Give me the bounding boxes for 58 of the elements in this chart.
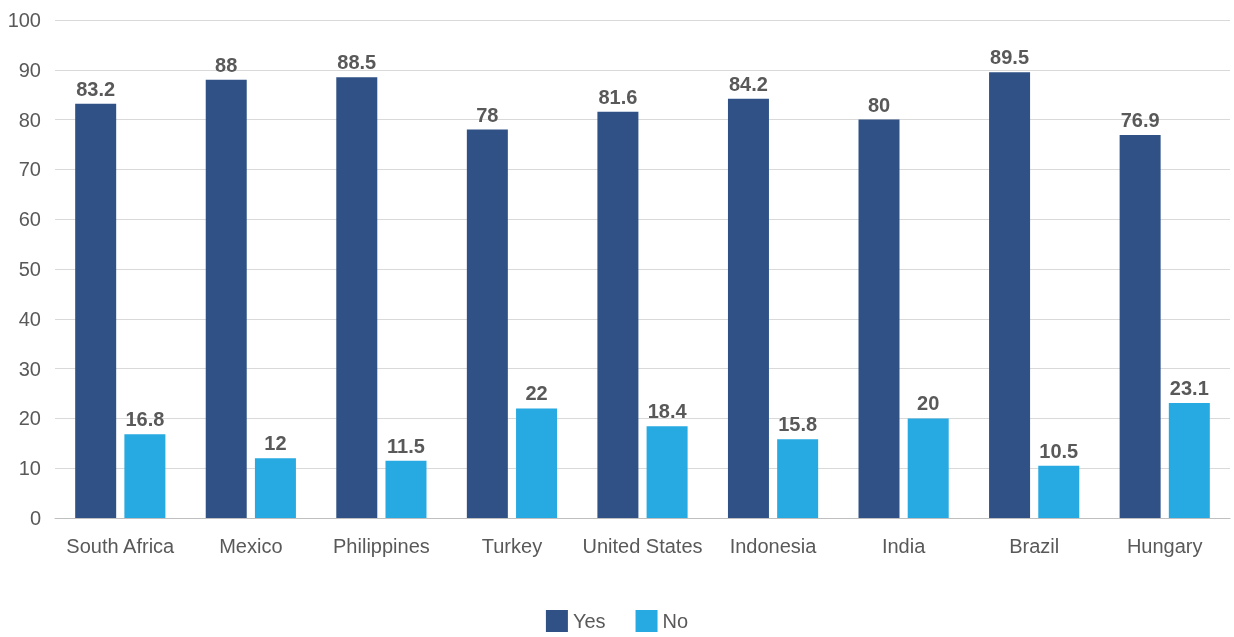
data-label: 88.5 (337, 51, 377, 74)
y-tick-label: 0 (29, 507, 41, 529)
bar (466, 129, 508, 518)
legend-label: No (662, 610, 689, 632)
data-label: 12 (264, 432, 287, 455)
y-tick-label: 90 (18, 58, 41, 81)
bar (597, 111, 639, 518)
x-tick-label: Mexico (219, 535, 283, 557)
x-tick-label: India (881, 535, 927, 557)
data-label: 83.2 (76, 77, 116, 100)
x-tick-label: Turkey (481, 535, 543, 557)
bar (989, 72, 1031, 518)
x-tick-label: South Africa (66, 535, 176, 557)
y-tick-label: 60 (18, 208, 41, 231)
data-label: 22 (525, 382, 548, 405)
x-tick-label: United States (582, 535, 703, 557)
data-label: 89.5 (990, 46, 1030, 69)
data-label: 80 (867, 93, 891, 116)
bar (858, 119, 900, 518)
data-label: 16.8 (125, 408, 165, 431)
y-tick-label: 80 (18, 108, 41, 131)
bar (205, 79, 247, 518)
bar (124, 434, 166, 518)
data-label: 81.6 (598, 85, 638, 108)
y-tick-label: 20 (18, 407, 41, 430)
bar (75, 103, 117, 518)
x-tick-label: Hungary (1126, 535, 1203, 557)
data-label: 11.5 (387, 434, 425, 457)
data-label: 20 (917, 392, 940, 415)
bar (907, 418, 949, 518)
data-label: 84.2 (728, 72, 768, 95)
y-tick-label: 50 (18, 258, 41, 280)
y-tick-label: 10 (18, 457, 41, 480)
data-label: 18.4 (647, 400, 688, 423)
data-label: 76.9 (1120, 109, 1160, 132)
bar (1168, 402, 1210, 518)
x-tick-label: Indonesia (729, 535, 818, 557)
x-tick-label: Brazil (1009, 535, 1060, 557)
legend-label: Yes (572, 610, 606, 632)
bar (1038, 465, 1080, 518)
data-label: 88 (215, 53, 238, 76)
y-tick-label: 40 (18, 307, 41, 330)
x-tick-label: Philippines (333, 535, 430, 557)
bar (727, 98, 769, 518)
bar (516, 408, 558, 518)
data-label: 78 (476, 103, 499, 126)
bar (336, 77, 378, 518)
data-label: 15.8 (778, 413, 818, 436)
data-label: 10.5 (1039, 439, 1079, 462)
y-tick-label: 30 (18, 357, 41, 380)
bar (254, 458, 296, 518)
bar (385, 460, 427, 518)
y-tick-label: 70 (18, 158, 41, 181)
bar (777, 439, 819, 518)
bar (1119, 135, 1161, 518)
y-tick-label: 100 (7, 9, 41, 31)
data-label: 23.1 (1169, 376, 1209, 399)
bar (646, 426, 688, 518)
